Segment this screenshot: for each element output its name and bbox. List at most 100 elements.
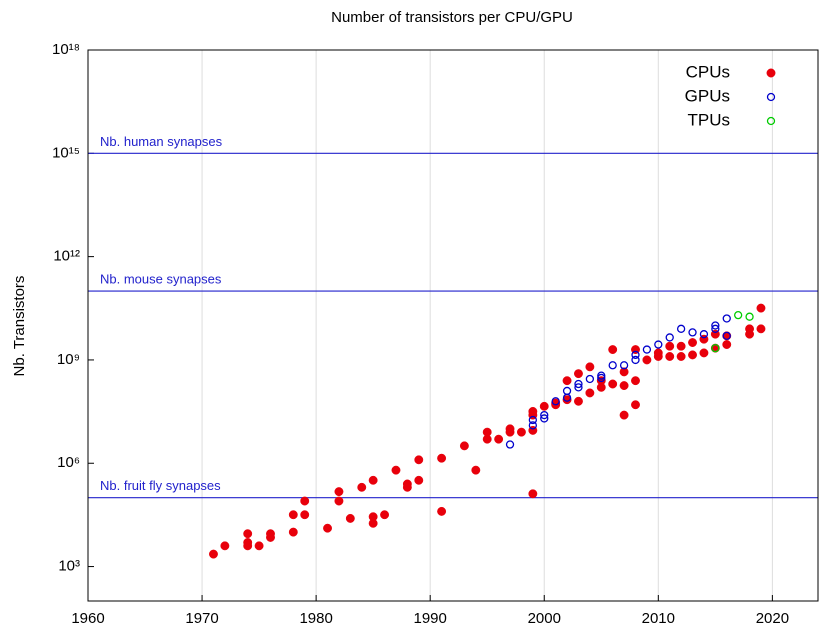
- data-point: [619, 410, 629, 420]
- data-point: [642, 355, 652, 365]
- data-point: [756, 303, 766, 313]
- data-point: [676, 324, 686, 333]
- data-point: [516, 427, 526, 437]
- data-point: [505, 427, 515, 437]
- data-point: [642, 345, 652, 354]
- chart-title: Number of transistors per CPU/GPU: [331, 9, 573, 26]
- data-point: [711, 343, 720, 353]
- data-point: [699, 330, 709, 339]
- legend-marker: [766, 68, 776, 78]
- data-point: [608, 361, 617, 370]
- data-point: [243, 529, 253, 539]
- data-point: [323, 523, 332, 533]
- data-point: [437, 506, 447, 516]
- data-point: [722, 331, 731, 341]
- data-point: [688, 328, 697, 337]
- data-point: [380, 510, 390, 520]
- data-point: [699, 348, 709, 358]
- x-tick-label: 1990: [414, 610, 447, 627]
- y-tick-label: 10⁹: [57, 351, 80, 368]
- legend-marker: [766, 92, 776, 102]
- data-point: [597, 373, 606, 383]
- reference-label: Nb. fruit fly synapses: [100, 478, 221, 493]
- data-point: [334, 496, 344, 506]
- plot-frame: [87, 49, 819, 602]
- x-tick-label: 2020: [756, 610, 789, 627]
- data-point: [391, 465, 401, 475]
- data-point: [654, 340, 663, 349]
- legend-label: GPUs: [685, 86, 730, 105]
- data-point: [562, 393, 572, 402]
- data-point: [551, 398, 561, 408]
- reference-label: Nb. human synapses: [100, 134, 223, 149]
- data-point: [288, 527, 298, 537]
- data-point: [631, 355, 640, 365]
- data-point: [562, 376, 572, 386]
- data-point: [266, 533, 275, 542]
- data-point: [676, 352, 686, 361]
- data-point: [665, 333, 674, 342]
- data-point: [619, 381, 629, 391]
- data-point: [562, 395, 572, 405]
- x-tick-label: 1960: [71, 610, 104, 627]
- y-axis-label: Nb. Transistors: [11, 276, 28, 377]
- data-point: [459, 441, 469, 451]
- data-point: [722, 340, 732, 349]
- data-point: [437, 453, 447, 463]
- data-point: [494, 434, 504, 444]
- x-tick-label: 1980: [299, 610, 332, 627]
- data-point: [585, 374, 595, 384]
- y-tick-label: 10¹²: [53, 248, 80, 265]
- data-point: [505, 440, 515, 449]
- data-point: [631, 350, 640, 360]
- reference-label: Nb. mouse synapses: [100, 272, 222, 287]
- data-point: [334, 487, 344, 497]
- data-point: [368, 475, 378, 485]
- data-point: [574, 379, 583, 389]
- legend-label: CPUs: [686, 62, 730, 81]
- data-point: [300, 496, 310, 506]
- data-point: [254, 541, 264, 551]
- data-point: [414, 455, 424, 465]
- y-tick-label: 10¹⁸: [52, 41, 80, 58]
- data-point: [574, 396, 583, 406]
- x-tick-label: 1970: [185, 610, 218, 627]
- data-point: [597, 371, 606, 380]
- x-tick-label: 2000: [528, 610, 561, 627]
- data-point: [471, 465, 481, 475]
- data-point: [711, 324, 720, 333]
- data-point: [585, 362, 595, 372]
- data-point: [665, 352, 675, 361]
- data-point: [745, 329, 755, 339]
- data-point: [357, 482, 367, 492]
- legend-marker: [766, 116, 776, 126]
- data-point: [756, 324, 766, 334]
- data-point: [619, 367, 629, 377]
- data-point: [528, 415, 537, 425]
- data-point: [608, 345, 618, 355]
- data-point: [551, 397, 560, 406]
- data-point: [574, 369, 583, 379]
- data-point: [540, 410, 549, 420]
- data-point: [734, 310, 743, 320]
- data-point: [631, 376, 640, 386]
- data-point: [596, 382, 606, 392]
- data-point: [482, 434, 492, 444]
- data-point: [528, 421, 537, 430]
- data-point: [562, 386, 572, 396]
- data-point: [540, 414, 549, 423]
- data-point: [220, 541, 230, 551]
- data-point: [722, 314, 731, 323]
- data-point: [745, 312, 754, 321]
- data-point: [608, 379, 618, 389]
- legend-label: TPUs: [688, 110, 731, 129]
- data-point: [414, 475, 424, 485]
- data-point: [345, 513, 355, 523]
- data-point: [688, 338, 697, 347]
- data-point: [368, 518, 378, 528]
- data-point: [711, 321, 720, 330]
- data-point: [300, 510, 310, 520]
- y-tick-label: 10⁶: [57, 454, 80, 471]
- data-point: [209, 549, 218, 559]
